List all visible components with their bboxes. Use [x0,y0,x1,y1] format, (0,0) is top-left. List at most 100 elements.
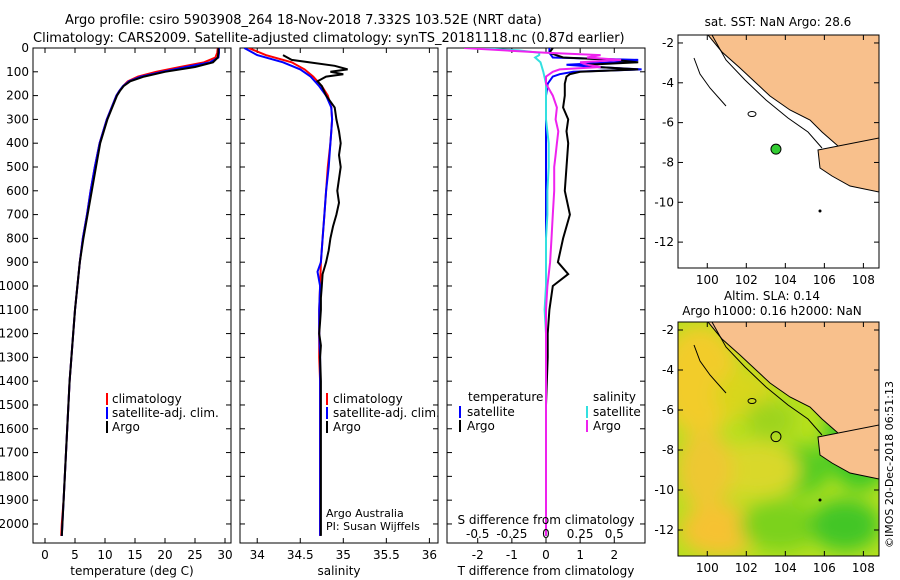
legend-swatch-t-argo [459,420,461,432]
map-y-tick-label: -8 [662,155,674,169]
sst-map-title: sat. SST: NaN Argo: 28.6 [705,15,852,29]
legend-swatch-satellite-adj [326,407,328,419]
annotation-pi: PI: Susan Wijffels [326,520,420,533]
x-tick-label: 10 [97,548,112,562]
sumatra-land [707,35,879,161]
enggano-island [747,111,757,117]
temperature-x-label: temperature (deg C) [70,564,193,578]
map-y-tick-label: -12 [654,235,674,249]
enggano-island-sla [747,398,757,404]
legend-label-argo: Argo [112,420,140,434]
argo-float-marker-sla [770,431,782,443]
legend-swatch-argo [106,421,108,433]
legend-title-salinity: salinity [593,390,636,404]
temperature-panel: 0100200300400500600700800900100011001200… [0,41,233,578]
legend-label-satellite-adj: satellite-adj. clim. [333,406,440,420]
depth-tick-label: 600 [6,184,29,198]
depth-tick-label: 1800 [0,469,29,483]
salinity-plot-frame [239,47,439,544]
map-y-tick-label: -2 [662,36,674,50]
x-tick-label: 20 [157,548,172,562]
x-tick-label: 1 [576,548,584,562]
s-tick-label: -0.5 [466,527,489,541]
difference-depth-ticks [447,47,645,525]
x-tick-label: 5 [71,548,79,562]
map-x-tick-label: 106 [813,273,836,287]
map-y-tick-label: -4 [662,363,674,377]
legend-swatch-climatology [326,393,328,405]
x-tick-label: 34.5 [287,548,314,562]
s-tick-label: 0 [542,527,550,541]
salinity-x-axis: 34 34.5 35 35.5 36 [250,48,437,562]
map-y-tick-label: -4 [662,76,674,90]
s-tick-label: -0.25 [496,527,527,541]
legend-label-climatology: climatology [333,392,403,406]
salinity-depth-ticks [240,47,438,525]
map-x-tick-label: 108 [852,561,875,575]
sst-map-panel: sat. SST: NaN Argo: 28.6 100 102 104 106 108… [654,15,880,287]
title-line-1: Argo profile: csiro 5903908_264 18-Nov-2… [65,13,542,28]
depth-tick-label: 1100 [0,303,29,317]
legend-label-t-satellite: satellite [467,405,515,419]
title-line-2: Climatology: CARS2009. Satellite-adjuste… [33,31,625,46]
series-s-argo [464,48,622,536]
map-y-tick-label: -12 [654,523,674,537]
mentawai-islands-sla [693,344,727,394]
legend-label-s-satellite: satellite [593,405,641,419]
shelf-contour-sla [711,322,823,436]
depth-tick-label: 200 [6,89,29,103]
s-tick-label: 0.25 [567,527,594,541]
x-tick-label: 0 [542,548,550,562]
salinity-x-label: salinity [317,564,360,578]
mentawai-islands [693,57,727,107]
x-tick-label: 25 [187,548,202,562]
legend-label-s-argo: Argo [593,419,621,433]
x-tick-label: 34 [250,548,265,562]
map-y-tick-label: -6 [662,116,674,130]
series-argo [60,48,220,536]
series-argo [282,54,348,536]
legend-title-temperature: temperature [468,390,543,404]
salinity-legend: climatology satellite-adj. clim. Argo [326,392,440,434]
difference-lines [464,48,642,536]
legend-swatch-s-argo [586,420,588,432]
sla-map-panel: Altim. SLA: 0.14 Argo h1000: 0.16 h2000:… [654,289,880,575]
legend-label-climatology: climatology [112,392,182,406]
t-difference-label: T difference from climatology [457,564,635,578]
legend-swatch-climatology [106,393,108,405]
sla-map-frame [677,321,880,557]
sla-map-title-1: Altim. SLA: 0.14 [724,289,820,303]
java-land-sla [817,424,879,480]
depth-tick-label: 1700 [0,446,29,460]
sst-map-axes: 100 102 104 106 108 -2 -4 -6 -8 -10 -12 [654,35,879,287]
x-tick-label: 15 [127,548,142,562]
map-x-tick-label: 106 [813,561,836,575]
depth-tick-label: 1400 [0,374,29,388]
imos-watermark: ©IMOS 20-Dec-2018 06:51:13 [883,381,896,548]
depth-tick-label: 400 [6,136,29,150]
sst-map-frame [677,34,880,269]
legend-label-argo: Argo [333,420,361,434]
difference-legend: temperature salinity satellite Argo sate… [459,390,641,433]
map-x-tick-label: 104 [774,561,797,575]
depth-tick-label: 1200 [0,327,29,341]
sla-map-title-2: Argo h1000: 0.16 h2000: NaN [682,304,862,318]
depth-tick-label: 1300 [0,350,29,364]
depth-tick-label: 800 [6,231,29,245]
sla-blobs [678,322,879,556]
depth-tick-label: 1500 [0,398,29,412]
legend-swatch-t-satellite [459,406,461,418]
salinity-lines [243,48,348,536]
map-y-tick-label: -8 [662,443,674,457]
legend-swatch-s-satellite [586,406,588,418]
temperature-lines [60,48,220,536]
map-y-tick-label: -6 [662,403,674,417]
x-tick-label: 0 [41,548,49,562]
x-tick-label: 2 [610,548,618,562]
annotation-argo-australia: Argo Australia [326,507,404,520]
map-x-tick-label: 108 [852,273,875,287]
map-x-tick-label: 102 [735,273,758,287]
depth-tick-label: 300 [6,112,29,126]
s-tick-label: 0.5 [605,527,624,541]
map-x-tick-label: 100 [696,273,719,287]
